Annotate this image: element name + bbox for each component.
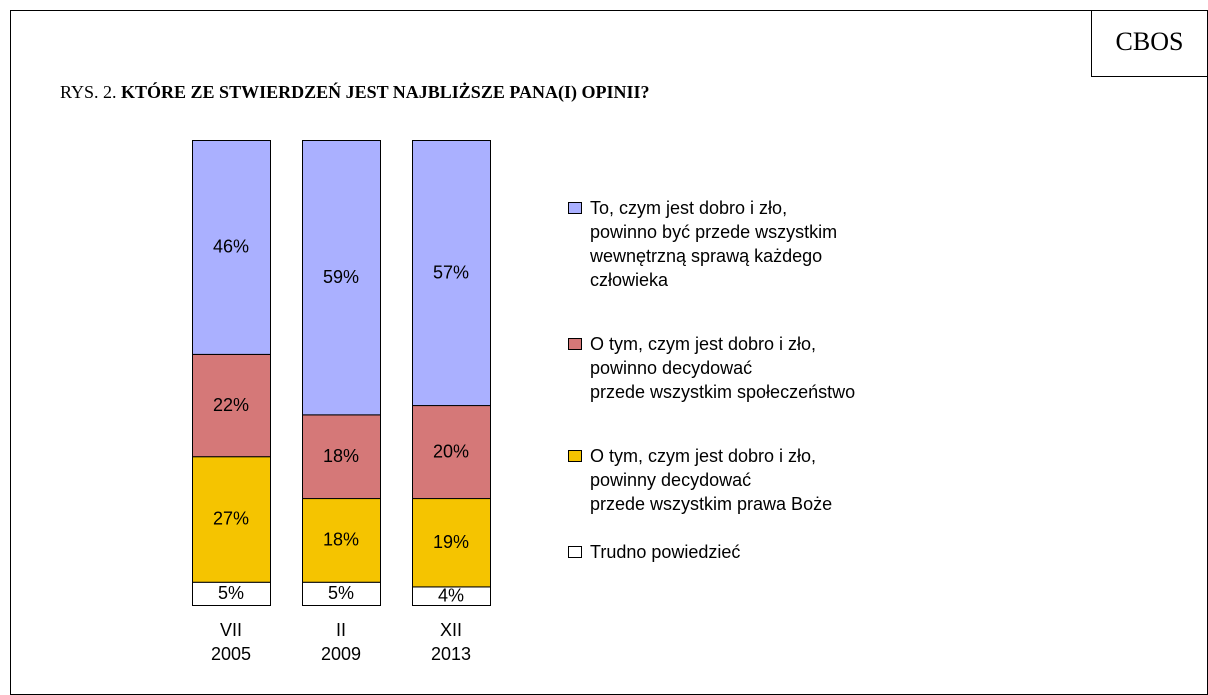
x-tick-label: XII 2013 xyxy=(430,620,472,664)
bar-segment xyxy=(192,353,271,458)
legend-label: O tym, czym jest dobro i zło, powinno de… xyxy=(590,334,856,402)
title-line: RYS. 2. KTÓRE ZE STWIERDZEŃ JEST NAJBLIŻ… xyxy=(60,80,650,104)
bar-segment xyxy=(302,414,381,500)
source-label: CBOS xyxy=(1115,27,1184,56)
x-tick-label: VII 2005 xyxy=(210,620,252,664)
data-label: 22% xyxy=(213,395,249,415)
data-label: 5% xyxy=(218,583,244,603)
data-label: 4% xyxy=(438,585,464,605)
data-label: 18% xyxy=(323,530,359,550)
legend-swatch xyxy=(568,338,582,350)
x-tick-label: II 2009 xyxy=(320,620,362,664)
data-label: 46% xyxy=(213,237,249,257)
bar-segment xyxy=(412,498,491,588)
data-label: 19% xyxy=(433,532,469,552)
legend-swatch xyxy=(568,546,582,558)
legend-swatch xyxy=(568,450,582,462)
source-box xyxy=(1091,10,1208,77)
data-label: 18% xyxy=(323,446,359,466)
legend-label: Trudno powiedzieć xyxy=(590,542,741,562)
legend-label: To, czym jest dobro i zło, powinno być p… xyxy=(590,198,838,290)
bar-segment xyxy=(412,140,491,407)
bar-segment xyxy=(192,456,271,583)
bar-segment xyxy=(412,405,491,500)
legend-label: O tym, czym jest dobro i zło, powinny de… xyxy=(590,446,833,514)
chart-title: KTÓRE ZE STWIERDZEŃ JEST NAJBLIŻSZE PANA… xyxy=(121,82,650,102)
data-label: 20% xyxy=(433,441,469,461)
data-label: 59% xyxy=(323,267,359,287)
bar-segment xyxy=(192,140,271,355)
bar-segment xyxy=(302,498,381,583)
data-label: 57% xyxy=(433,262,469,282)
legend-swatch xyxy=(568,202,582,214)
data-label: 5% xyxy=(328,583,354,603)
data-label: 27% xyxy=(213,509,249,529)
figure-label: RYS. 2. xyxy=(60,82,117,102)
bar-segment xyxy=(302,140,381,416)
